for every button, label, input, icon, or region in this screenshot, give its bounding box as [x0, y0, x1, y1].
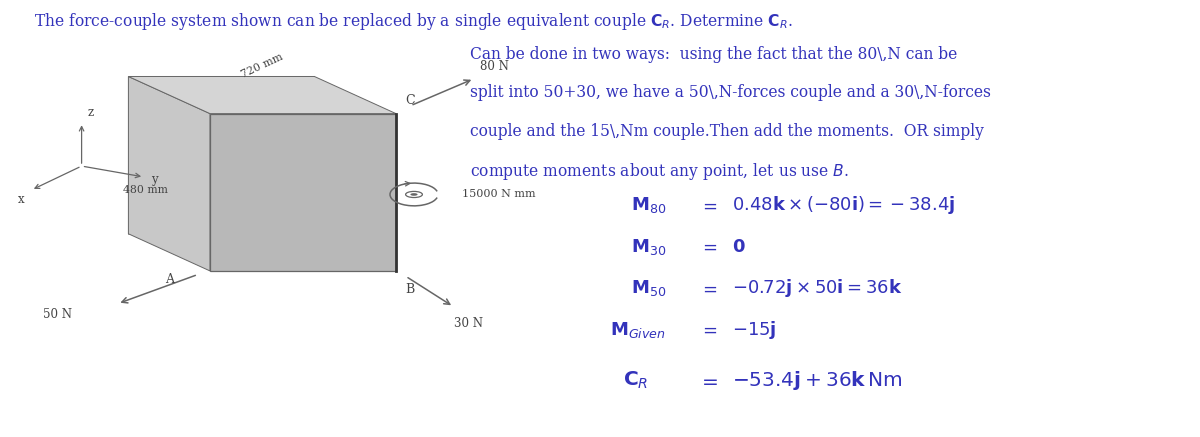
Text: $=$: $=$ — [698, 238, 718, 256]
Text: $-15\mathbf{j}$: $-15\mathbf{j}$ — [732, 319, 776, 341]
Text: $\mathbf{M}_{80}$: $\mathbf{M}_{80}$ — [631, 195, 666, 215]
Text: 80 N: 80 N — [480, 60, 509, 73]
Text: B: B — [406, 283, 415, 296]
Polygon shape — [128, 76, 210, 271]
Text: compute moments about any point, let us use $B$.: compute moments about any point, let us … — [470, 161, 850, 182]
Text: $=$: $=$ — [698, 321, 718, 339]
Text: 720 mm: 720 mm — [239, 52, 284, 80]
Text: split into 50+30, we have a 50\,N-forces couple and a 30\,N-forces: split into 50+30, we have a 50\,N-forces… — [470, 84, 991, 101]
Text: $=$: $=$ — [698, 196, 718, 215]
Text: $0.48\mathbf{k} \times (-80\mathbf{i}) = -38.4\mathbf{j}$: $0.48\mathbf{k} \times (-80\mathbf{i}) =… — [732, 194, 955, 216]
Circle shape — [406, 191, 422, 198]
Text: 480 mm: 480 mm — [124, 185, 168, 195]
Polygon shape — [128, 76, 396, 114]
Text: $-0.72\mathbf{j} \times 50\mathbf{i} = 36\mathbf{k}$: $-0.72\mathbf{j} \times 50\mathbf{i} = 3… — [732, 277, 902, 299]
Text: C: C — [406, 94, 415, 107]
Text: A: A — [166, 273, 174, 286]
Text: $=$: $=$ — [698, 279, 718, 298]
Text: couple and the 15\,Nm couple.Then add the moments.  OR simply: couple and the 15\,Nm couple.Then add th… — [470, 123, 984, 140]
Text: The force-couple system shown can be replaced by a single equivalent couple $\ma: The force-couple system shown can be rep… — [34, 11, 792, 32]
Text: y: y — [151, 173, 158, 186]
Text: $\mathbf{M}_{\mathit{Given}}$: $\mathbf{M}_{\mathit{Given}}$ — [611, 320, 666, 340]
Polygon shape — [210, 114, 396, 271]
Text: x: x — [17, 193, 24, 206]
Text: $-53.4\mathbf{j} + 36\mathbf{k}\,\mathrm{Nm}$: $-53.4\mathbf{j} + 36\mathbf{k}\,\mathrm… — [732, 369, 902, 392]
Text: $\mathbf{M}_{30}$: $\mathbf{M}_{30}$ — [631, 237, 666, 257]
Text: $\mathbf{0}$: $\mathbf{0}$ — [732, 238, 745, 256]
Text: $\mathbf{M}_{50}$: $\mathbf{M}_{50}$ — [631, 278, 666, 298]
Text: Can be done in two ways:  using the fact that the 80\,N can be: Can be done in two ways: using the fact … — [470, 46, 958, 63]
Text: 15000 N mm: 15000 N mm — [462, 190, 535, 199]
Circle shape — [410, 193, 418, 196]
Text: $=$: $=$ — [697, 371, 719, 390]
Text: z: z — [88, 106, 94, 119]
Text: 30 N: 30 N — [454, 317, 482, 330]
Text: 50 N: 50 N — [43, 308, 72, 321]
Text: $\mathbf{C}_{R}$: $\mathbf{C}_{R}$ — [623, 370, 648, 391]
